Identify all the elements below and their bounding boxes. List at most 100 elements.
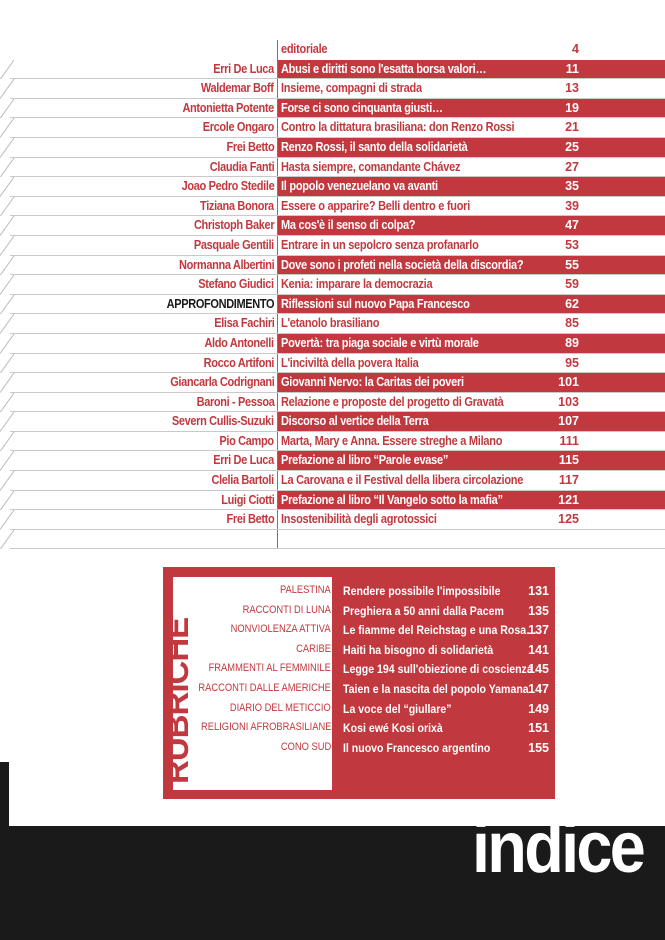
toc-title-cell: Forse ci sono cinquanta giusti…	[278, 98, 665, 119]
toc-diagonal-stroke	[0, 353, 15, 374]
toc-row: Giancarla Codrignani Giovanni Nervo: la C…	[0, 373, 665, 393]
toc-rule	[10, 234, 665, 236]
toc-page-number: 125	[558, 512, 579, 527]
toc-title-cell: Povertà: tra piaga sociale e virtù moral…	[278, 333, 665, 354]
toc-author: Claudia Fanti	[209, 159, 275, 174]
toc-row: Tiziana Bonora Essere o apparire? Belli d…	[0, 196, 665, 217]
toc-author: Tiziana Bonora	[200, 198, 274, 213]
toc-separator	[277, 157, 278, 178]
rubrica-page-number: 135	[528, 603, 549, 618]
toc-row: Ercole Ongaro Contro la dittatura brasili…	[0, 118, 665, 138]
toc-separator	[277, 59, 278, 80]
toc-title: Hasta siempre, comandante Chávez	[281, 159, 461, 174]
toc-rule	[10, 274, 665, 276]
toc-page-number: 47	[565, 218, 579, 233]
toc-title-cell: Essere o apparire? Belli dentro e fuori	[278, 196, 665, 217]
toc-row: Clelia Bartoli La Carovana e il Festival …	[0, 471, 665, 491]
toc-row: Waldemar Boff Insieme, compagni di strada…	[0, 79, 665, 99]
rubrica-row: FRAMMENTI AL FEMMINILE Legge 194 sull'obi…	[163, 660, 555, 680]
toc-diagonal-stroke	[0, 157, 15, 178]
toc-author: Aldo Antonelli	[204, 335, 275, 350]
toc-title: Discorso al vertice della Terra	[281, 414, 429, 429]
toc-title: Povertà: tra piaga sociale e virtù moral…	[281, 335, 479, 350]
rubriche-panel: RUBRICHE	[158, 577, 332, 790]
toc-separator	[277, 490, 278, 511]
rubrica-category: RACCONTI DI LUNA	[242, 603, 331, 616]
toc-title-cell: Abusi e diritti sono l'esatta borsa valo…	[278, 59, 665, 80]
toc-title-cell: Il popolo venezuelano va avanti	[278, 177, 665, 197]
toc-diagonal-stroke	[0, 98, 15, 119]
toc-title-cell: Giovanni Nervo: la Caritas dei poveri	[278, 373, 665, 393]
toc-title-cell: Ma cos'è il senso di colpa?	[278, 216, 665, 236]
rubrica-title: La voce del “giullare”	[343, 701, 452, 716]
toc-author: Waldemar Boff	[201, 81, 274, 96]
toc-title-cell: Riflessioni sul nuovo Papa Francesco	[278, 294, 665, 315]
toc-title: Forse ci sono cinquanta giusti…	[281, 100, 443, 115]
toc-row: Stefano Giudici Kenia: imparare la democr…	[0, 275, 665, 295]
toc-page-number: 55	[565, 257, 579, 272]
toc-row: APPROFONDIMENTO Riflessioni sul nuovo Pap…	[0, 294, 665, 315]
toc-row: Erri De Luca Abusi e diritti sono l'esatt…	[0, 59, 665, 80]
toc-title: Dove sono i profeti nella società della …	[281, 257, 524, 272]
toc-row: Claudia Fanti Hasta siempre, comandante C…	[0, 157, 665, 178]
toc-rule	[10, 78, 665, 80]
toc-rule	[10, 293, 665, 295]
toc-row: Erri De Luca Prefazione al libro “Parole …	[0, 451, 665, 472]
toc-title-cell: Contro la dittatura brasiliana: don Renz…	[278, 118, 665, 138]
toc-title-cell: Prefazione al libro “Parole evase”	[278, 451, 665, 472]
toc-diagonal-stroke	[0, 529, 15, 550]
toc-rule	[10, 528, 665, 530]
rubrica-row: NONVIOLENZA ATTIVA Le fiamme del Reichsta…	[163, 621, 555, 641]
toc-title-cell: Prefazione al libro “Il Vangelo sotto la…	[278, 490, 665, 511]
toc-title-cell: L'etanolo brasiliano	[278, 314, 665, 334]
toc-author: Pasquale Gentili	[194, 237, 274, 252]
toc-title-cell: Relazione e proposte del progetto di Gra…	[278, 392, 665, 413]
footer-bar	[0, 826, 665, 940]
toc-row: Frei Betto Renzo Rossi, il santo della so…	[0, 137, 665, 158]
toc-author: Rocco Artifoni	[203, 355, 275, 370]
toc-author: Baroni - Pessoa	[196, 394, 274, 409]
toc-title-cell: Renzo Rossi, il santo della solidarietà	[278, 137, 665, 158]
rubriche-box: RUBRICHE PALESTINA Rendere possibile l'im…	[158, 567, 555, 799]
toc-rule	[10, 489, 665, 491]
toc-diagonal-stroke	[0, 79, 15, 99]
toc-diagonal-stroke	[0, 490, 15, 511]
toc-author: Erri De Luca	[213, 453, 274, 468]
toc-title: Giovanni Nervo: la Caritas dei poveri	[281, 375, 464, 390]
toc-author: Ercole Ongaro	[202, 120, 275, 135]
rubrica-category: RACCONTI DALLE AMERICHE	[198, 682, 331, 694]
toc-page-number: 35	[565, 179, 579, 194]
rubrica-title: Il nuovo Francesco argentino	[343, 740, 491, 755]
rubrica-title: Rendere possibile l'impossibile	[343, 584, 501, 598]
toc-title: Marta, Mary e Anna. Essere streghe a Mil…	[281, 433, 503, 448]
toc-title: Contro la dittatura brasiliana: don Renz…	[281, 120, 515, 135]
rubrica-row: CARIBE Haiti ha bisogno di solidarietà 141	[163, 641, 555, 661]
toc-diagonal-stroke	[0, 59, 15, 80]
toc-rule	[10, 195, 665, 197]
rubrica-title: Haiti ha bisogno di solidarietà	[343, 642, 494, 657]
rubrica-row: PALESTINA Rendere possibile l'impossibile…	[163, 582, 555, 602]
toc-title-cell: Insieme, compagni di strada	[278, 79, 665, 99]
toc-separator	[277, 510, 278, 530]
rubrica-row: RACCONTI DI LUNA Preghiera a 50 anni dall…	[163, 602, 555, 622]
toc-row: Severn Cullis-Suzuki Discorso al vertice …	[0, 412, 665, 432]
toc-row: Antonietta Potente Forse ci sono cinquant…	[0, 98, 665, 119]
toc-author: Pio Campo	[219, 433, 275, 448]
toc-diagonal-stroke	[0, 471, 15, 491]
toc-separator	[277, 333, 278, 354]
toc-separator	[277, 353, 278, 374]
toc-title: Kenia: imparare la democrazia	[281, 277, 433, 292]
rubrica-page-number: 131	[528, 584, 549, 598]
toc-separator	[277, 471, 278, 491]
toc-row: Aldo Antonelli Povertà: tra piaga sociale…	[0, 333, 665, 354]
toc-rule	[10, 97, 665, 99]
toc-title: Renzo Rossi, il santo della solidarietà	[281, 139, 468, 154]
rubrica-page-number: 149	[528, 701, 549, 716]
rubrica-category: NONVIOLENZA ATTIVA	[231, 623, 331, 636]
toc-title: Entrare in un sepolcro senza profanarlo	[281, 237, 479, 252]
toc-author: Erri De Luca	[213, 61, 274, 76]
toc-row: Frei Betto Insostenibilità degli agrotoss…	[0, 510, 665, 530]
toc-separator	[277, 373, 278, 393]
toc-title-cell: La Carovana e il Festival della libera c…	[278, 471, 665, 491]
toc-rule	[10, 450, 665, 452]
